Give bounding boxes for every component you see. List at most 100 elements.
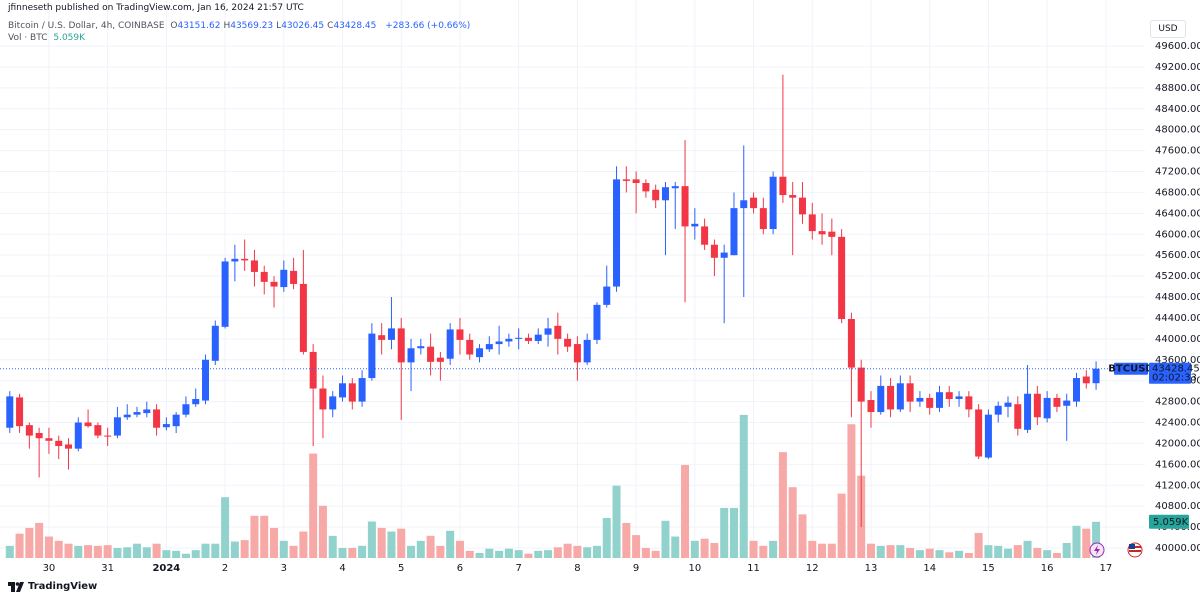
candle-body bbox=[456, 329, 464, 340]
candle-body bbox=[6, 396, 14, 428]
candle-body bbox=[955, 396, 963, 399]
candle-body bbox=[192, 398, 200, 405]
volume-bar bbox=[808, 540, 817, 558]
volume-bar bbox=[592, 545, 601, 558]
candle-body bbox=[16, 397, 24, 427]
volume-bar bbox=[514, 550, 523, 558]
volume-bar bbox=[15, 533, 24, 558]
x-tick-label: 4 bbox=[339, 563, 345, 574]
volume-title: Vol · BTC bbox=[8, 33, 48, 43]
candle-body bbox=[838, 236, 846, 319]
candle-body bbox=[35, 432, 43, 439]
candle-body bbox=[867, 400, 875, 413]
candle-body bbox=[133, 412, 141, 415]
candle-body bbox=[280, 269, 288, 288]
candle-body bbox=[945, 392, 953, 399]
candle-body bbox=[740, 200, 748, 209]
volume-bar bbox=[74, 545, 83, 558]
volume-bar bbox=[309, 453, 318, 558]
volume-bar bbox=[602, 517, 611, 558]
candle-body bbox=[495, 341, 503, 345]
ohlc-key: L bbox=[276, 21, 282, 31]
volume-bar bbox=[377, 527, 386, 558]
volume-bar bbox=[1092, 521, 1101, 558]
volume-bar bbox=[270, 527, 279, 558]
candle-body bbox=[290, 270, 298, 284]
volume-bar bbox=[103, 545, 112, 558]
candle-body bbox=[94, 425, 102, 436]
volume-bar bbox=[788, 487, 797, 558]
candle-body bbox=[211, 325, 219, 361]
candle-body bbox=[1004, 402, 1012, 407]
volume-bar bbox=[1052, 552, 1061, 558]
alert-bolt bbox=[1094, 545, 1100, 555]
candle-body bbox=[1033, 393, 1041, 418]
y-tick-label: 40800.00 bbox=[1155, 501, 1200, 512]
symbol-title: Bitcoin / U.S. Dollar, 4h, COINBASE bbox=[8, 21, 165, 31]
candle-body bbox=[407, 348, 415, 363]
volume-bar bbox=[455, 540, 464, 558]
candle-body bbox=[1063, 400, 1071, 406]
volume-bar bbox=[367, 521, 376, 558]
x-tick-label: 15 bbox=[982, 563, 995, 574]
volume-bar bbox=[573, 545, 582, 558]
candle-body bbox=[319, 388, 327, 410]
volume-bar bbox=[201, 543, 210, 558]
icons bbox=[1089, 542, 1143, 558]
volume-bar bbox=[84, 545, 93, 558]
x-tick-label: 11 bbox=[747, 563, 760, 574]
candle-body bbox=[887, 385, 895, 410]
candle-body bbox=[632, 179, 640, 184]
candle-body bbox=[25, 425, 33, 436]
volume-bar bbox=[113, 547, 122, 558]
candle-body bbox=[1024, 393, 1032, 430]
volume-bar bbox=[407, 545, 416, 558]
volume-bar bbox=[749, 540, 758, 558]
volume-bar bbox=[1043, 550, 1052, 558]
grid bbox=[0, 0, 1145, 558]
candle-body bbox=[847, 318, 855, 368]
y-tick-label: 40000.00 bbox=[1155, 543, 1200, 554]
candle-body bbox=[975, 409, 983, 457]
y-tick-label: 48000.00 bbox=[1155, 125, 1200, 136]
volume-legend: Vol · BTC 5.059K bbox=[8, 32, 88, 44]
candle-body bbox=[358, 378, 366, 402]
candle-body bbox=[348, 383, 356, 402]
currency-button[interactable]: USD bbox=[1150, 20, 1186, 38]
y-tick-label: 43600.00 bbox=[1155, 355, 1200, 366]
flag-stripe bbox=[1129, 550, 1141, 552]
y-tick-label: 42000.00 bbox=[1155, 438, 1200, 449]
candle-body bbox=[1014, 404, 1022, 429]
volume-bar bbox=[436, 545, 445, 558]
candle-body bbox=[642, 183, 650, 192]
volume-bar bbox=[1072, 525, 1081, 558]
volume-bar bbox=[279, 540, 288, 558]
volume-bar bbox=[641, 547, 650, 558]
volume-bar bbox=[172, 550, 181, 558]
y-tick-label: 41200.00 bbox=[1155, 480, 1200, 491]
candle-body bbox=[427, 346, 435, 362]
volume-bar bbox=[896, 545, 905, 558]
volume-bar bbox=[798, 514, 807, 558]
y-tick-label: 42800.00 bbox=[1155, 397, 1200, 408]
volume-bar bbox=[1062, 542, 1071, 558]
candle-body bbox=[397, 328, 405, 363]
candle-body bbox=[916, 397, 924, 402]
ohlc-key: O bbox=[170, 21, 178, 31]
volume-bar bbox=[181, 553, 190, 558]
volume-bar bbox=[387, 531, 396, 558]
volume-bar bbox=[974, 532, 983, 558]
candle-body bbox=[808, 214, 816, 232]
volume-bar bbox=[504, 548, 513, 558]
candle-body bbox=[515, 337, 523, 339]
volume-bar bbox=[759, 545, 768, 558]
volume-bar bbox=[5, 545, 14, 558]
candle-body bbox=[182, 404, 190, 415]
y-tick-label: 45200.00 bbox=[1155, 271, 1200, 282]
ohlc-value: 43026.45 bbox=[281, 21, 325, 31]
publisher-line: jfinneseth published on TradingView.com,… bbox=[8, 2, 307, 14]
candle-body bbox=[701, 226, 709, 245]
volume-bar bbox=[906, 547, 915, 558]
